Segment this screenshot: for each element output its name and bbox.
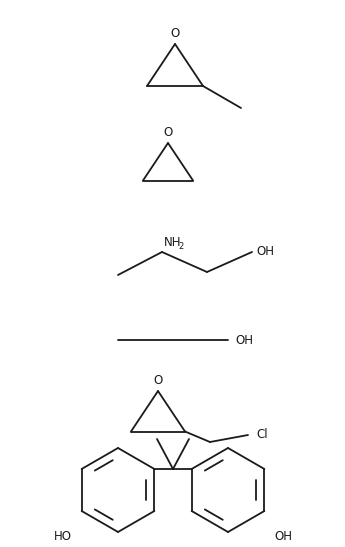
- Text: OH: OH: [274, 531, 292, 544]
- Text: O: O: [170, 27, 180, 40]
- Text: HO: HO: [54, 531, 72, 544]
- Text: NH: NH: [164, 236, 181, 249]
- Text: OH: OH: [256, 246, 274, 259]
- Text: Cl: Cl: [256, 428, 268, 441]
- Text: O: O: [164, 126, 172, 139]
- Text: OH: OH: [235, 334, 253, 346]
- Text: 2: 2: [178, 242, 184, 251]
- Text: O: O: [154, 374, 162, 387]
